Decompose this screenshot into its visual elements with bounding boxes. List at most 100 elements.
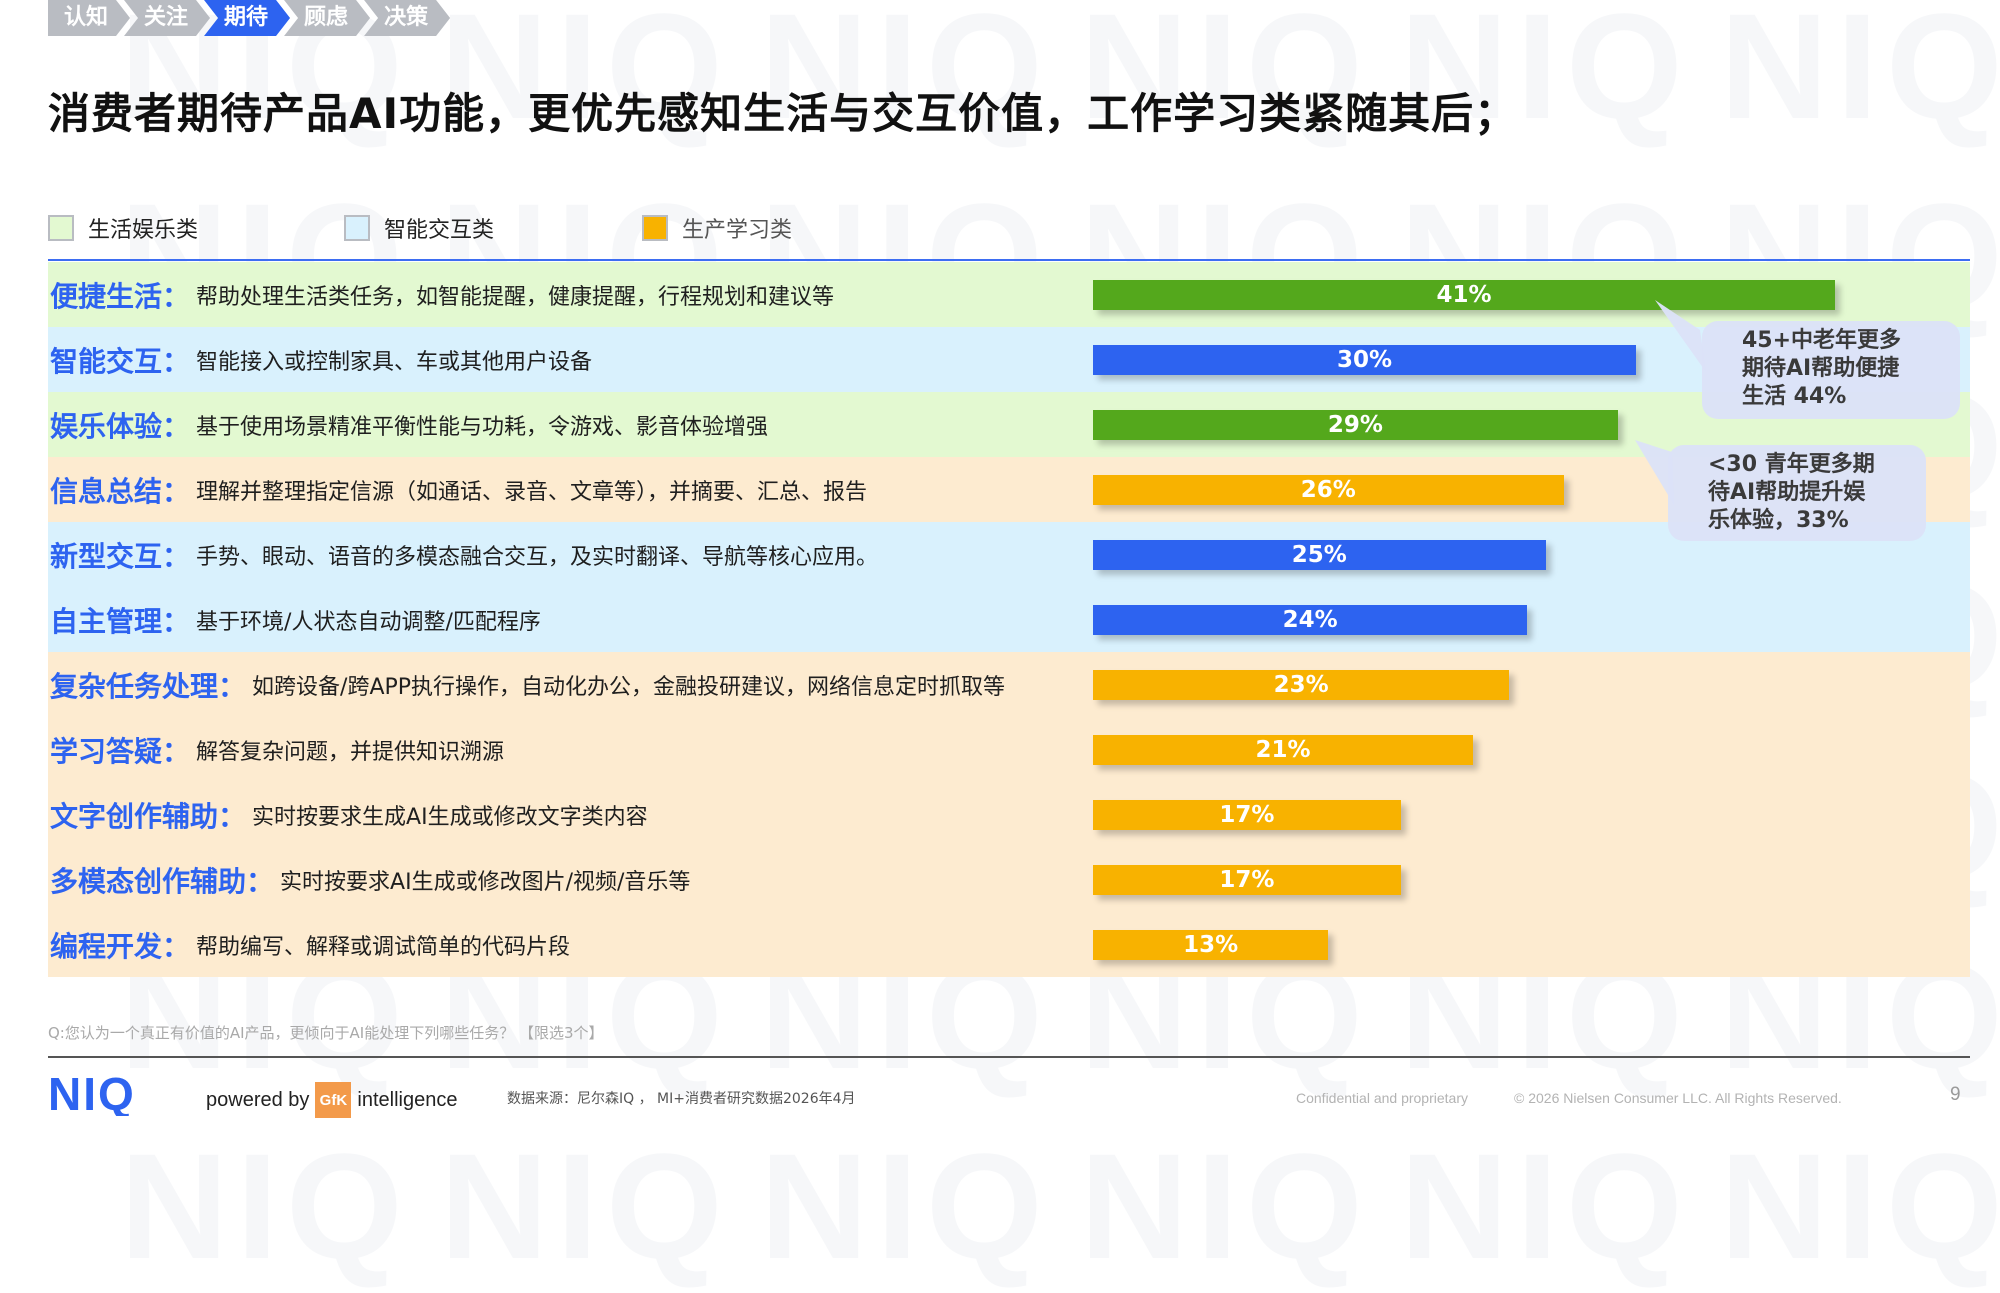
row-description: 手势、眼动、语音的多模态融合交互，及实时翻译、导航等核心应用。 [196,544,879,570]
row-category-name: 文字创作辅助 [50,799,219,833]
row-description: 帮助编写、解释或调试简单的代码片段 [196,934,571,960]
chart-row: 文字创作辅助：实时按要求生成AI生成或修改文字类内容 17% [48,782,1970,847]
breadcrumb-step-concern[interactable]: 顾虑 [284,0,370,36]
legend-item-life: 生活娱乐类 [48,212,198,244]
row-label: 复杂任务处理：如跨设备/跨APP执行操作，自动化办公，金融投研建议，网络信息定时… [50,652,1005,717]
legend-item-work: 生产学习类 [642,212,792,244]
row-category-name: 智能交互 [50,344,163,378]
bar [1093,799,1401,830]
chart-row: 编程开发：帮助编写、解释或调试简单的代码片段 13% [48,912,1970,977]
bar [1093,344,1636,375]
niq-logo-mark: NIQ [48,1068,136,1120]
legend-item-interaction: 智能交互类 [344,212,494,244]
bar-value-label: 13% [1183,931,1239,958]
row-label: 自主管理：基于环境/人状态自动调整/匹配程序 [50,587,541,652]
watermark-text: NIQ [120,1120,411,1293]
callout-line: <30 青年更多期 [1708,452,1875,477]
row-category-name: 新型交互 [50,539,163,573]
intelligence-text: intelligence [357,1088,458,1111]
row-colon: ： [162,279,191,313]
row-label: 便捷生活：帮助处理生活类任务，如智能提醒，健康提醒，行程规划和建议等 [50,262,834,327]
callout-line: 45+中老年更多 [1742,328,1902,353]
bar-value-label: 30% [1336,346,1393,373]
row-colon: ： [218,799,247,833]
row-description: 实时按要求AI生成或修改图片/视频/音乐等 [280,869,691,895]
row-label: 信息总结：理解并整理指定信源（如通话、录音、文章等），并摘要、汇总、报告 [50,457,867,522]
chart-row: 学习答疑：解答复杂问题，并提供知识溯源 21% [48,717,1970,782]
breadcrumb: 认知 关注 期待 顾虑 决策 [48,0,444,36]
legend-label-interaction: 智能交互类 [384,218,495,243]
watermark-text: NIQ [760,1120,1051,1293]
callout-pointer [1635,440,1674,505]
confidential-note: Confidential and proprietary [1296,1090,1468,1106]
row-label: 新型交互：手势、眼动、语音的多模态融合交互，及实时翻译、导航等核心应用。 [50,522,878,587]
chart-row: 自主管理：基于环境/人状态自动调整/匹配程序 24% [48,587,1970,652]
niq-logo: NIQ [48,1068,158,1120]
row-category-name: 编程开发 [50,929,163,963]
row-label: 文字创作辅助：实时按要求生成AI生成或修改文字类内容 [50,782,648,847]
copyright-note: © 2026 Nielsen Consumer LLC. All Rights … [1514,1090,1842,1106]
watermark-text: NIQ [1720,1120,2000,1293]
chart-row: 信息总结：理解并整理指定信源（如通话、录音、文章等），并摘要、汇总、报告 26% [48,457,1970,522]
powered-by: powered by GfK intelligence [206,1082,457,1118]
row-category-name: 娱乐体验 [50,409,163,443]
row-description: 帮助处理生活类任务，如智能提醒，健康提醒，行程规划和建议等 [196,284,835,310]
chart-row: 便捷生活：帮助处理生活类任务，如智能提醒，健康提醒，行程规划和建议等 41% [48,262,1970,327]
breadcrumb-step-expectation[interactable]: 期待 [204,0,290,36]
row-category-name: 多模态创作辅助 [50,864,247,898]
chart-row: 新型交互：手势、眼动、语音的多模态融合交互，及实时翻译、导航等核心应用。 25% [48,522,1970,587]
chart-row: 多模态创作辅助：实时按要求AI生成或修改图片/视频/音乐等 17% [48,847,1970,912]
row-colon: ： [218,669,247,703]
row-category-name: 复杂任务处理 [50,669,219,703]
svg-text:NIQ: NIQ [48,1070,136,1116]
callout-line: 乐体验，33% [1708,508,1849,533]
bar [1093,279,1836,310]
bar-value-label: 25% [1291,541,1347,568]
row-description: 理解并整理指定信源（如通话、录音、文章等），并摘要、汇总、报告 [196,479,868,505]
callout-line: 待AI帮助提升娱 [1708,480,1866,505]
bar-value-label: 23% [1273,671,1329,698]
legend-swatch-work [642,215,668,241]
row-category-name: 自主管理 [50,604,163,638]
row-label: 娱乐体验：基于使用场景精准平衡性能与功耗，令游戏、影音体验增强 [50,392,768,457]
bar-value-label: 29% [1327,411,1383,438]
legend-label-work: 生产学习类 [682,218,793,243]
bar-value-label: 21% [1255,736,1311,763]
row-colon: ： [162,344,191,378]
row-category-name: 信息总结 [50,474,163,508]
bar-value-label: 26% [1300,476,1356,503]
bar-value-label: 24% [1282,606,1338,633]
bar [1093,539,1546,570]
chart-top-border [48,259,1970,261]
bar [1093,734,1474,765]
gfk-logo: GfK [315,1082,352,1118]
row-colon: ： [162,474,191,508]
legend-swatch-interaction [344,215,370,241]
footer-divider [48,1056,1970,1058]
bar [1093,604,1528,635]
callout-line: 期待AI帮助便捷 [1742,356,1900,381]
data-source: 数据来源：尼尔森IQ ， MI+消费者研究数据2026年4月 [507,1091,856,1107]
bar-value-label: 41% [1436,281,1492,308]
legend-label-life: 生活娱乐类 [88,218,199,243]
row-description: 如跨设备/跨APP执行操作，自动化办公，金融投研建议，网络信息定时抓取等 [252,674,1006,700]
watermark-text: NIQ [440,1120,731,1293]
callout-line: 生活 44% [1742,384,1847,409]
bar [1093,409,1618,440]
row-colon: ： [162,734,191,768]
row-label: 智能交互：智能接入或控制家具、车或其他用户设备 [50,327,592,392]
bar-value-label: 17% [1219,801,1275,828]
breadcrumb-step-decision[interactable]: 决策 [364,0,450,36]
row-description: 解答复杂问题，并提供知识溯源 [196,739,505,765]
bar-value-label: 17% [1219,866,1275,893]
watermark-text: NIQ [1080,1120,1371,1293]
breadcrumb-step-cognition[interactable]: 认知 [48,0,130,36]
survey-question: Q:您认为一个真正有价值的AI产品，更倾向于AI能处理下列哪些任务？ 【限选3个… [48,1024,604,1042]
row-colon: ： [162,409,191,443]
row-label: 多模态创作辅助：实时按要求AI生成或修改图片/视频/音乐等 [50,847,690,912]
bar [1093,929,1329,960]
powered-by-text: powered by [206,1088,310,1111]
row-description: 实时按要求生成AI生成或修改文字类内容 [252,804,648,830]
row-description: 智能接入或控制家具、车或其他用户设备 [196,349,593,375]
breadcrumb-step-attention[interactable]: 关注 [124,0,210,36]
